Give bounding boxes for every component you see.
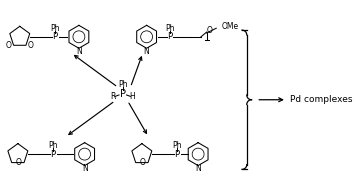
Text: Ph: Ph [118, 80, 127, 89]
Text: O: O [207, 26, 212, 35]
Text: O: O [6, 41, 12, 50]
Text: P: P [167, 32, 172, 41]
Text: H: H [130, 92, 135, 101]
Text: Ph: Ph [172, 141, 182, 150]
Text: N: N [195, 164, 201, 173]
Text: P: P [120, 89, 126, 99]
Text: N: N [82, 164, 87, 173]
Text: P: P [53, 32, 58, 41]
Text: O: O [15, 158, 21, 167]
Text: Pd complexes: Pd complexes [290, 95, 352, 104]
Text: Ph: Ph [165, 24, 174, 33]
Text: N: N [76, 47, 82, 56]
Text: Ph: Ph [48, 141, 58, 150]
Text: R: R [111, 92, 116, 101]
Text: OMe: OMe [222, 22, 239, 31]
Text: O: O [139, 158, 145, 167]
Text: P: P [50, 150, 56, 159]
Text: Ph: Ph [50, 24, 60, 33]
Text: O: O [28, 41, 34, 50]
Text: N: N [144, 47, 150, 56]
Text: P: P [175, 150, 180, 159]
